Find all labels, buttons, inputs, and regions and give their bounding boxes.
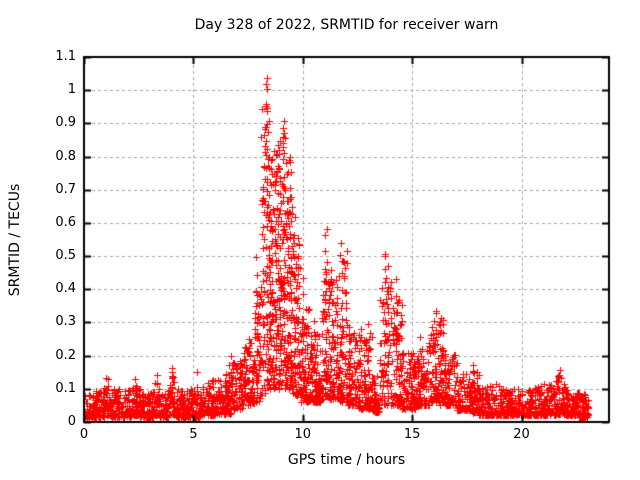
- y-tick-label: 0.2: [55, 347, 76, 363]
- y-tick-label: 1.1: [55, 49, 76, 64]
- y-tick-label: 0.9: [55, 115, 76, 131]
- y-tick-label: 0.8: [55, 148, 76, 164]
- x-axis-label: GPS time / hours: [287, 452, 406, 468]
- x-tick-label: 5: [189, 427, 198, 442]
- y-tick-label: 0.1: [55, 380, 76, 396]
- y-tick-label: 0.6: [55, 214, 76, 230]
- y-tick-label: 0.5: [55, 248, 76, 264]
- x-tick-label: 20: [513, 427, 530, 442]
- x-tick-label: 0: [79, 427, 89, 442]
- y-tick-label: 0.7: [55, 181, 76, 197]
- y-axis-label: SRMTID / TECUs: [7, 183, 23, 297]
- y-tick-label: 0.4: [55, 281, 76, 297]
- y-tick-label: 0.3: [55, 314, 76, 330]
- x-tick-label: 10: [294, 427, 312, 442]
- y-tick-label: 1: [67, 82, 76, 98]
- y-tick-label: 0: [67, 414, 76, 429]
- x-tick-label: 15: [403, 427, 421, 442]
- chart-title: Day 328 of 2022, SRMTID for receiver war…: [194, 17, 499, 33]
